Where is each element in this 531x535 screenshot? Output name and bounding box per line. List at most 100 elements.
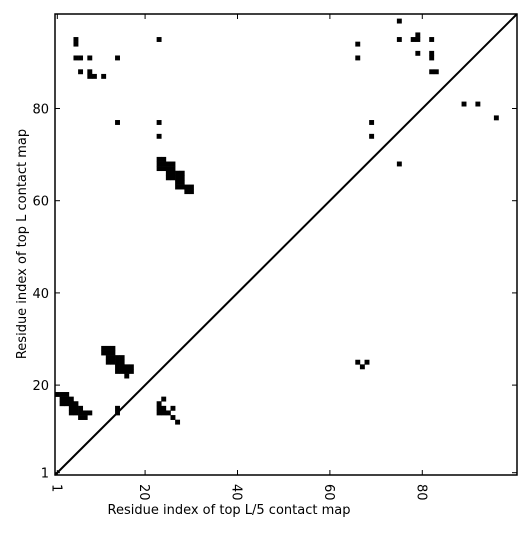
x-tick-label: 40 (228, 484, 243, 501)
contact-cell-top-l5 (110, 359, 116, 365)
contact-cell-top-l (179, 179, 185, 185)
x-axis-label: Residue index of top L/5 contact map (108, 503, 351, 518)
x-tick-label: 80 (413, 484, 428, 501)
contact-cell-top-l (369, 133, 375, 139)
contact-cell-top-l5 (68, 396, 74, 402)
contact-cell-top-l5 (156, 410, 162, 416)
contact-cell-top-l (156, 120, 162, 125)
contact-cell-top-l (165, 175, 171, 181)
contact-cell-top-l (78, 69, 84, 75)
contact-cell-top-l (87, 69, 93, 75)
contact-cell-top-l (165, 170, 171, 176)
contact-cell-top-l5 (119, 359, 125, 365)
contact-cell-top-l5 (110, 355, 116, 361)
contact-cell-top-l5 (110, 350, 116, 356)
contact-cell-top-l (115, 55, 120, 61)
contact-cell-top-l5 (165, 410, 171, 416)
contact-cell-top-l5 (64, 401, 70, 407)
y-tick-label: 20 (32, 379, 49, 394)
contact-cell-top-l5 (64, 396, 70, 402)
contact-cell-top-l5 (161, 405, 167, 411)
y-tick-label: 1 (41, 467, 49, 482)
contact-cells (55, 18, 499, 425)
contact-cell-top-l (156, 156, 162, 162)
contact-cell-top-l5 (115, 405, 120, 411)
contact-cell-top-l (115, 120, 120, 125)
contact-cell-top-l (156, 161, 162, 167)
contact-cell-top-l5 (170, 415, 176, 420)
contact-cell-top-l (73, 41, 79, 47)
contact-cell-top-l5 (115, 368, 120, 374)
contact-cell-top-l5 (115, 355, 120, 361)
contact-cell-top-l (161, 166, 167, 172)
contact-cell-top-l (429, 37, 435, 42)
diagonal-line (54, 13, 518, 476)
contact-cell-top-l5 (364, 359, 370, 365)
contact-cell-top-l5 (124, 373, 130, 379)
contact-cell-top-l5 (68, 410, 74, 416)
contact-cell-top-l5 (161, 396, 167, 402)
y-axis-label: Residue index of top L contact map (15, 129, 30, 359)
contact-cell-top-l (415, 32, 421, 38)
contact-cell-top-l5 (110, 345, 116, 351)
contact-cell-top-l5 (105, 359, 111, 365)
contact-cell-top-l5 (73, 401, 79, 407)
contact-cell-top-l (433, 69, 439, 75)
contact-cell-top-l5 (105, 355, 111, 361)
contact-cell-top-l (179, 175, 185, 181)
contact-cell-top-l (179, 184, 185, 190)
contact-cell-top-l (179, 170, 185, 176)
contact-cell-top-l (78, 55, 84, 61)
contact-cell-top-l5 (68, 401, 74, 407)
contact-cell-top-l (175, 170, 181, 176)
axis-ticks: 1 20 40 60 80 1 20 40 60 80 (32, 14, 517, 501)
contact-cell-top-l5 (359, 364, 365, 370)
contact-cell-top-l5 (87, 410, 93, 416)
contact-cell-top-l5 (59, 392, 65, 397)
contact-cell-top-l5 (68, 405, 74, 411)
plot-frame (54, 13, 518, 476)
contact-cell-top-l (87, 73, 93, 79)
contact-cell-top-l (161, 156, 167, 162)
x-tick-label: 20 (136, 484, 151, 501)
contact-cell-top-l (355, 41, 361, 47)
contact-cell-top-l (415, 50, 421, 56)
contact-cell-top-l5 (124, 368, 130, 374)
contact-cell-top-l (156, 133, 162, 139)
contact-cell-top-l5 (78, 415, 84, 420)
contact-cell-top-l (415, 37, 421, 42)
contact-cell-top-l5 (105, 350, 111, 356)
contact-cell-top-l (175, 179, 181, 185)
contact-cell-top-l5 (64, 392, 70, 397)
contact-cell-top-l (165, 161, 171, 167)
contact-cell-top-l (369, 120, 375, 125)
contact-cell-top-l5 (55, 392, 60, 397)
contact-cell-top-l5 (119, 368, 125, 374)
contact-cell-top-l (156, 166, 162, 172)
contact-cell-top-l (184, 189, 190, 195)
contact-cell-top-l (475, 101, 481, 107)
y-tick-label: 40 (32, 287, 49, 302)
contact-cell-top-l (429, 55, 435, 61)
contact-cell-top-l (429, 50, 435, 56)
contact-cell-top-l (396, 161, 402, 167)
contact-cell-top-l5 (101, 345, 107, 351)
contact-cell-top-l (170, 166, 176, 172)
contact-cell-top-l (91, 73, 97, 79)
contact-cell-top-l5 (73, 410, 79, 416)
x-tick-label: 60 (321, 484, 336, 501)
contact-cell-top-l (175, 175, 181, 181)
contact-cell-top-l5 (115, 359, 120, 365)
contact-cell-top-l (156, 37, 162, 42)
contact-cell-top-l (396, 37, 402, 42)
contact-cell-top-l (170, 170, 176, 176)
contact-cell-top-l (170, 161, 176, 167)
contact-cell-top-l (493, 115, 499, 121)
contact-cell-top-l5 (156, 401, 162, 407)
contact-cell-top-l5 (175, 419, 181, 425)
contact-cell-top-l (165, 166, 171, 172)
contact-cell-top-l (73, 55, 79, 61)
contact-cell-top-l5 (78, 410, 84, 416)
contact-cell-top-l5 (119, 364, 125, 370)
